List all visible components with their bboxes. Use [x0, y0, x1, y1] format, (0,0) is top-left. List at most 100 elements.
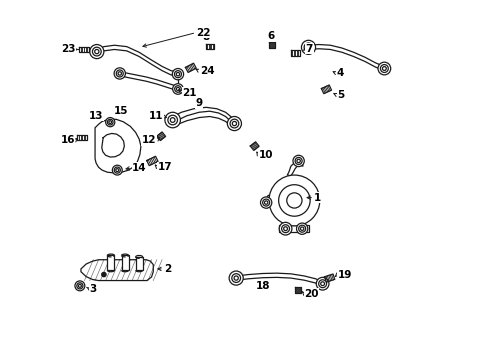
Circle shape: [172, 84, 183, 94]
Polygon shape: [250, 142, 259, 150]
Circle shape: [168, 115, 177, 125]
Polygon shape: [324, 274, 335, 282]
Circle shape: [114, 68, 125, 79]
Circle shape: [95, 49, 99, 54]
Circle shape: [107, 119, 113, 125]
Bar: [136, 257, 143, 270]
Text: 10: 10: [258, 150, 273, 159]
Circle shape: [265, 201, 268, 204]
Text: 20: 20: [304, 289, 319, 298]
Text: 8: 8: [202, 32, 210, 42]
Text: 17: 17: [157, 162, 172, 172]
Polygon shape: [157, 132, 166, 140]
Circle shape: [234, 276, 238, 280]
Circle shape: [112, 165, 122, 175]
Text: 21: 21: [182, 87, 196, 98]
Polygon shape: [81, 260, 153, 280]
Circle shape: [109, 121, 112, 123]
Circle shape: [176, 87, 179, 91]
Text: 11: 11: [148, 112, 163, 121]
Text: 9: 9: [196, 98, 203, 108]
Text: 3: 3: [89, 284, 97, 294]
Polygon shape: [269, 42, 275, 48]
Circle shape: [232, 274, 241, 283]
Circle shape: [165, 112, 180, 128]
Circle shape: [230, 119, 239, 128]
Text: 7: 7: [306, 44, 313, 54]
Text: 23: 23: [61, 45, 75, 54]
Circle shape: [301, 40, 316, 54]
Circle shape: [171, 118, 175, 122]
Circle shape: [176, 72, 180, 76]
Circle shape: [298, 225, 306, 232]
Polygon shape: [95, 119, 141, 173]
Polygon shape: [206, 44, 214, 49]
Text: 24: 24: [200, 66, 215, 76]
Circle shape: [296, 223, 308, 234]
Circle shape: [316, 277, 329, 290]
Text: 16: 16: [60, 135, 75, 145]
Polygon shape: [321, 85, 332, 94]
Text: 19: 19: [338, 270, 352, 280]
Circle shape: [295, 157, 302, 165]
Polygon shape: [279, 225, 309, 232]
Polygon shape: [291, 50, 300, 56]
Circle shape: [175, 86, 181, 92]
Text: 18: 18: [256, 281, 270, 291]
Circle shape: [380, 64, 388, 72]
Polygon shape: [287, 160, 303, 176]
Circle shape: [279, 222, 292, 235]
Circle shape: [78, 284, 81, 287]
Text: 1: 1: [314, 193, 321, 203]
Polygon shape: [79, 47, 89, 52]
Text: 15: 15: [114, 106, 128, 116]
Circle shape: [284, 227, 288, 231]
Circle shape: [118, 72, 122, 75]
Circle shape: [116, 70, 123, 77]
Polygon shape: [77, 135, 87, 140]
Circle shape: [106, 118, 115, 127]
Polygon shape: [236, 273, 322, 286]
Circle shape: [75, 281, 85, 291]
Circle shape: [77, 283, 83, 289]
Circle shape: [93, 47, 101, 56]
Polygon shape: [120, 71, 178, 91]
Circle shape: [287, 193, 302, 208]
Circle shape: [269, 175, 320, 226]
Circle shape: [232, 121, 237, 126]
Circle shape: [174, 71, 181, 78]
Polygon shape: [178, 111, 231, 126]
Text: 4: 4: [337, 68, 344, 78]
Text: 14: 14: [132, 163, 147, 173]
Circle shape: [306, 45, 311, 49]
Circle shape: [116, 168, 119, 172]
Circle shape: [90, 45, 104, 59]
Polygon shape: [147, 156, 158, 166]
Polygon shape: [186, 63, 196, 72]
Circle shape: [172, 68, 184, 80]
Circle shape: [304, 43, 313, 52]
Text: 2: 2: [164, 264, 171, 274]
Bar: [107, 256, 115, 270]
Circle shape: [279, 185, 310, 216]
Circle shape: [318, 280, 326, 288]
Circle shape: [261, 197, 272, 208]
Circle shape: [263, 199, 270, 206]
Text: 6: 6: [268, 31, 275, 41]
Text: 12: 12: [142, 135, 156, 145]
Circle shape: [300, 227, 304, 230]
Circle shape: [227, 117, 242, 131]
Circle shape: [321, 282, 324, 285]
Circle shape: [378, 62, 391, 75]
Text: 5: 5: [338, 90, 344, 100]
Text: 13: 13: [89, 111, 103, 121]
Circle shape: [293, 155, 304, 167]
Circle shape: [383, 67, 386, 71]
Circle shape: [102, 273, 106, 277]
Polygon shape: [295, 287, 301, 293]
Polygon shape: [266, 195, 271, 208]
Circle shape: [229, 271, 243, 285]
Circle shape: [114, 167, 121, 173]
Text: 22: 22: [196, 27, 211, 37]
Polygon shape: [309, 45, 384, 71]
